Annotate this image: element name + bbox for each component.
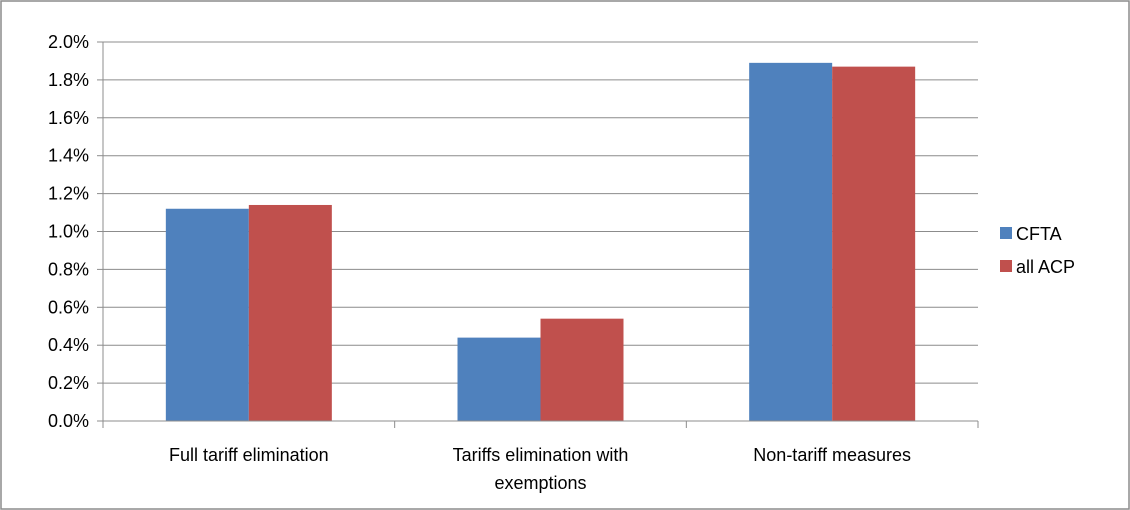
bar-all-acp xyxy=(540,318,624,421)
legend-label: all ACP xyxy=(1016,257,1075,277)
x-category-label: Full tariff elimination xyxy=(169,445,329,465)
bar-cfta xyxy=(165,208,249,421)
bar-cfta xyxy=(749,62,833,421)
bar-all-acp xyxy=(248,204,332,421)
x-category-label: Non-tariff measures xyxy=(753,445,911,465)
legend-label: CFTA xyxy=(1016,224,1062,244)
y-tick-label: 1.2% xyxy=(48,184,89,204)
y-tick-label: 1.0% xyxy=(48,222,89,242)
y-tick-label: 0.6% xyxy=(48,297,89,317)
axes xyxy=(97,41,979,428)
y-tick-label: 0.0% xyxy=(48,411,89,431)
y-tick-label: 0.8% xyxy=(48,259,89,279)
y-tick-label: 0.4% xyxy=(48,335,89,355)
y-tick-label: 0.2% xyxy=(48,373,89,393)
y-tick-label: 1.6% xyxy=(48,108,89,128)
bars xyxy=(165,62,916,421)
legend-swatch xyxy=(1000,260,1012,272)
legend-swatch xyxy=(1000,227,1012,239)
x-axis-category-labels: Full tariff elimination Tariffs eliminati… xyxy=(169,445,911,493)
y-tick-label: 2.0% xyxy=(48,32,89,52)
y-axis-tick-labels: 0.0% 0.2% 0.4% 0.6% 0.8% 1.0% 1.2% 1.4% 1.6% 1.8%… xyxy=(48,32,89,431)
legend: CFTA all ACP xyxy=(1000,224,1075,277)
bar-cfta xyxy=(457,337,541,421)
y-tick-label: 1.4% xyxy=(48,146,89,166)
x-category-label: Tariffs elimination with exemptions xyxy=(453,445,629,493)
bar-all-acp xyxy=(832,66,916,421)
y-tick-label: 1.8% xyxy=(48,70,89,90)
